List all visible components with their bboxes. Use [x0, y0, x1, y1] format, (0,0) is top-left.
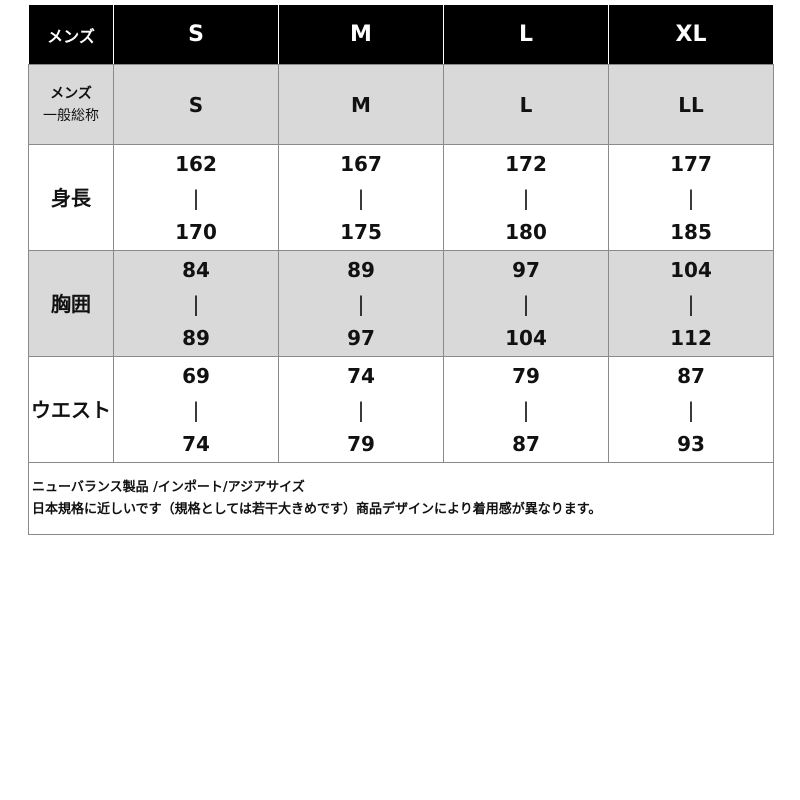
range-min: 87 — [677, 363, 705, 388]
range-max: 74 — [182, 431, 210, 456]
general-label: メンズ 一般総称 — [28, 64, 114, 145]
measurement-row-chest: 胸囲 84 | 89 89 | 97 97 | 104 104 | 112 — [28, 250, 774, 357]
range-max: 185 — [670, 219, 712, 244]
range-min: 167 — [340, 151, 382, 176]
range-cell: 104 | 112 — [608, 250, 774, 357]
range-separator: | — [357, 291, 365, 316]
header-size: L — [443, 4, 609, 65]
range-min: 74 — [347, 363, 375, 388]
measurement-row-height: 身長 162 | 170 167 | 175 172 | 180 177 | 1… — [28, 144, 774, 251]
range-cell: 79 | 87 — [443, 356, 609, 463]
range-separator: | — [192, 291, 200, 316]
header-size: S — [113, 4, 279, 65]
range-max: 93 — [677, 431, 705, 456]
size-chart-table: メンズ S M L XL メンズ 一般総称 S M L LL 身長 162 | … — [28, 4, 774, 535]
range-max: 180 — [505, 219, 547, 244]
general-size: M — [278, 64, 444, 145]
notes-row: ニューバランス製品 /インポート/アジアサイズ 日本規格に近しいです（規格として… — [28, 462, 774, 535]
range-cell: 167 | 175 — [278, 144, 444, 251]
general-size: LL — [608, 64, 774, 145]
range-max: 175 — [340, 219, 382, 244]
range-min: 177 — [670, 151, 712, 176]
range-min: 79 — [512, 363, 540, 388]
header-size: M — [278, 4, 444, 65]
general-size: S — [113, 64, 279, 145]
range-cell: 97 | 104 — [443, 250, 609, 357]
range-cell: 172 | 180 — [443, 144, 609, 251]
range-max: 170 — [175, 219, 217, 244]
notes-cell: ニューバランス製品 /インポート/アジアサイズ 日本規格に近しいです（規格として… — [28, 462, 774, 535]
range-separator: | — [357, 397, 365, 422]
range-cell: 87 | 93 — [608, 356, 774, 463]
range-max: 97 — [347, 325, 375, 350]
range-cell: 89 | 97 — [278, 250, 444, 357]
range-separator: | — [687, 291, 695, 316]
general-size: L — [443, 64, 609, 145]
range-separator: | — [192, 397, 200, 422]
range-min: 172 — [505, 151, 547, 176]
row-label: ウエスト — [28, 356, 114, 463]
range-separator: | — [687, 397, 695, 422]
range-cell: 177 | 185 — [608, 144, 774, 251]
range-max: 112 — [670, 325, 712, 350]
note-line: ニューバランス製品 /インポート/アジアサイズ — [32, 479, 305, 495]
range-cell: 74 | 79 — [278, 356, 444, 463]
general-label-line1: メンズ — [50, 85, 92, 102]
row-label: 身長 — [28, 144, 114, 251]
range-min: 97 — [512, 257, 540, 282]
general-size-row: メンズ 一般総称 S M L LL — [28, 64, 774, 145]
range-max: 89 — [182, 325, 210, 350]
range-separator: | — [357, 185, 365, 210]
note-line: 日本規格に近しいです（規格としては若干大きめです）商品デザインにより着用感が異な… — [32, 501, 602, 517]
range-max: 104 — [505, 325, 547, 350]
range-min: 84 — [182, 257, 210, 282]
range-min: 162 — [175, 151, 217, 176]
range-separator: | — [522, 291, 530, 316]
header-size: XL — [608, 4, 774, 65]
row-label: 胸囲 — [28, 250, 114, 357]
range-min: 89 — [347, 257, 375, 282]
header-label: メンズ — [28, 4, 114, 65]
range-separator: | — [522, 397, 530, 422]
general-label-line2: 一般総称 — [43, 107, 99, 124]
range-separator: | — [687, 185, 695, 210]
range-min: 104 — [670, 257, 712, 282]
range-cell: 84 | 89 — [113, 250, 279, 357]
header-row: メンズ S M L XL — [28, 4, 774, 65]
range-min: 69 — [182, 363, 210, 388]
measurement-row-waist: ウエスト 69 | 74 74 | 79 79 | 87 87 | 93 — [28, 356, 774, 463]
range-cell: 162 | 170 — [113, 144, 279, 251]
range-separator: | — [192, 185, 200, 210]
range-max: 87 — [512, 431, 540, 456]
range-max: 79 — [347, 431, 375, 456]
range-separator: | — [522, 185, 530, 210]
range-cell: 69 | 74 — [113, 356, 279, 463]
